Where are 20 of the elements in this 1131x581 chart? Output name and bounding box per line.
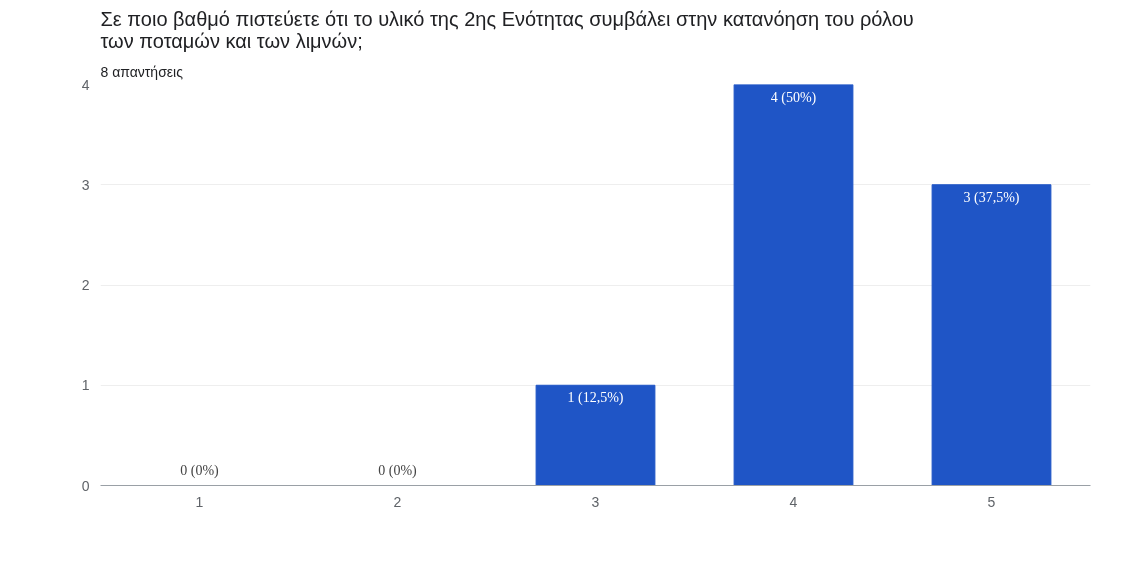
x-tick-label: 1 [195, 493, 204, 510]
chart-title: Σε ποιο βαθμό πιστεύετε ότι το υλικό της 2ης Ενότητας συμβάλει στην κατανόηση του ρόλου των ποταμών και των λιμνών; [100, 7, 914, 52]
y-tick-label: 2 [81, 277, 90, 293]
x-tick-label: 2 [393, 493, 402, 510]
data-label: 0 (0%) [180, 462, 220, 479]
bar [535, 384, 656, 486]
y-tick-label: 0 [81, 477, 90, 494]
bar [931, 184, 1052, 486]
y-tick-label: 3 [81, 176, 90, 193]
y-tick-label: 1 [81, 377, 90, 394]
bar [733, 84, 854, 486]
data-label: 3 (37,5%) [963, 189, 1020, 206]
x-tick-label: 3 [591, 493, 600, 510]
chart-subtitle: 8 απαντήσεις [100, 63, 184, 80]
data-label: 1 (12,5%) [567, 390, 624, 407]
x-tick-label: 4 [789, 493, 798, 510]
data-label: 0 (0%) [378, 462, 418, 479]
y-tick-label: 4 [81, 76, 90, 93]
x-tick-label: 5 [987, 493, 996, 510]
data-label: 4 (50%) [770, 89, 817, 106]
